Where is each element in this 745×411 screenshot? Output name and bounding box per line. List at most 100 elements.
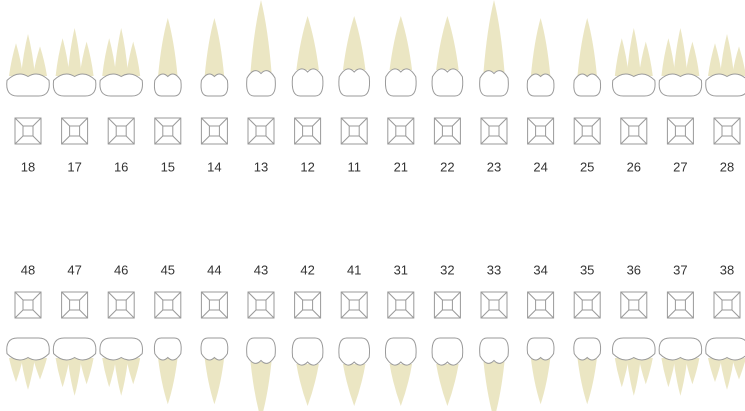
tooth-root xyxy=(21,358,35,390)
surface-box[interactable] xyxy=(107,117,135,145)
tooth[interactable] xyxy=(200,337,229,405)
box-inner xyxy=(581,125,593,137)
tooth[interactable] xyxy=(246,337,276,411)
tooth[interactable] xyxy=(612,337,656,396)
surface-box[interactable] xyxy=(340,291,368,319)
tooth[interactable] xyxy=(526,337,555,405)
box-diagonal xyxy=(731,309,741,319)
surface-box[interactable] xyxy=(433,291,461,319)
surface-box[interactable] xyxy=(154,117,182,145)
surface-box[interactable] xyxy=(200,117,228,145)
tooth[interactable] xyxy=(52,28,97,97)
surface-box[interactable] xyxy=(527,291,555,319)
surface-box[interactable] xyxy=(387,291,415,319)
box-diagonal xyxy=(545,309,554,319)
tooth-number: 45 xyxy=(161,262,175,277)
tooth[interactable] xyxy=(384,337,417,406)
surface-box[interactable] xyxy=(61,117,89,145)
tooth[interactable] xyxy=(52,337,97,396)
tooth[interactable] xyxy=(573,337,602,405)
tooth[interactable] xyxy=(612,28,656,97)
tooth[interactable] xyxy=(526,18,555,97)
surface-box[interactable] xyxy=(573,291,601,319)
surface-box[interactable] xyxy=(247,291,275,319)
surface-box[interactable] xyxy=(480,291,508,319)
surface-box[interactable] xyxy=(107,291,135,319)
box-outer xyxy=(387,291,415,319)
box-outer xyxy=(200,117,228,145)
surface-box[interactable] xyxy=(247,117,275,145)
tooth[interactable] xyxy=(153,18,182,97)
tooth[interactable] xyxy=(153,337,182,405)
tooth[interactable] xyxy=(479,337,509,411)
tooth-crown xyxy=(153,337,182,361)
tooth-root xyxy=(114,358,129,396)
surface-box[interactable] xyxy=(527,117,555,145)
tooth[interactable] xyxy=(431,16,464,97)
tooth[interactable] xyxy=(705,34,745,97)
box-diagonal xyxy=(79,117,88,127)
tooth[interactable] xyxy=(291,16,324,97)
surface-box[interactable] xyxy=(14,117,42,145)
tooth[interactable] xyxy=(99,337,143,396)
tooth[interactable] xyxy=(384,16,417,97)
box-diagonal xyxy=(620,309,630,319)
box-diagonal xyxy=(358,291,368,301)
tooth-root xyxy=(9,43,23,76)
tooth[interactable] xyxy=(658,28,703,97)
surface-box[interactable] xyxy=(154,291,182,319)
surface-box[interactable] xyxy=(14,291,42,319)
surface-box[interactable] xyxy=(340,117,368,145)
box-outer xyxy=(573,291,601,319)
box-diagonal xyxy=(591,117,601,127)
surface-box[interactable] xyxy=(433,117,461,145)
tooth-crown xyxy=(526,73,555,97)
tooth[interactable] xyxy=(6,337,50,390)
box-diagonal xyxy=(480,117,490,127)
tooth[interactable] xyxy=(658,337,703,396)
box-diagonal xyxy=(452,291,461,301)
box-diagonal xyxy=(713,309,723,319)
surface-box[interactable] xyxy=(713,117,741,145)
surface-box[interactable] xyxy=(620,291,648,319)
tooth-root xyxy=(55,358,70,388)
tooth-number: 12 xyxy=(300,159,314,174)
tooth-root xyxy=(250,0,272,72)
tooth[interactable] xyxy=(338,16,371,97)
tooth[interactable] xyxy=(705,337,745,390)
tooth[interactable] xyxy=(99,28,143,97)
box-diagonal xyxy=(387,291,397,301)
box-diagonal xyxy=(434,135,443,145)
tooth-root xyxy=(9,358,23,383)
box-diagonal xyxy=(620,135,630,145)
tooth[interactable] xyxy=(291,337,324,406)
tooth-number: 16 xyxy=(114,159,128,174)
box-diagonal xyxy=(61,117,70,127)
tooth[interactable] xyxy=(6,34,50,97)
surface-box[interactable] xyxy=(480,117,508,145)
surface-box[interactable] xyxy=(387,117,415,145)
tooth-root xyxy=(67,28,82,76)
surface-box[interactable] xyxy=(620,117,648,145)
surface-box[interactable] xyxy=(294,291,322,319)
box-diagonal xyxy=(638,117,648,127)
surface-box[interactable] xyxy=(573,117,601,145)
surface-box[interactable] xyxy=(713,291,741,319)
tooth[interactable] xyxy=(573,18,602,97)
tooth[interactable] xyxy=(479,0,509,97)
box-diagonal xyxy=(573,291,583,301)
tooth-crown xyxy=(526,337,555,361)
surface-box[interactable] xyxy=(666,117,694,145)
tooth[interactable] xyxy=(246,0,276,97)
surface-box[interactable] xyxy=(61,291,89,319)
surface-box[interactable] xyxy=(294,117,322,145)
surface-box[interactable] xyxy=(666,291,694,319)
surface-box[interactable] xyxy=(200,291,228,319)
tooth[interactable] xyxy=(200,18,229,97)
tooth-crown xyxy=(573,337,602,361)
tooth-root xyxy=(685,41,700,76)
box-diagonal xyxy=(14,117,24,127)
tooth[interactable] xyxy=(338,337,371,406)
tooth[interactable] xyxy=(431,337,464,406)
tooth-crown xyxy=(573,73,602,97)
